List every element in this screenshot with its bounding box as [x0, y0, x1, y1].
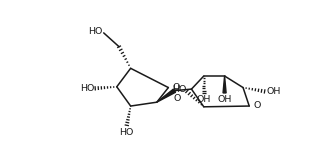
Text: OH: OH — [197, 95, 211, 104]
Text: HO: HO — [172, 85, 186, 94]
Polygon shape — [223, 76, 226, 93]
Polygon shape — [157, 89, 176, 102]
Text: O: O — [174, 95, 181, 103]
Text: HO: HO — [119, 128, 134, 137]
Text: OH: OH — [217, 95, 232, 104]
Text: OH: OH — [266, 87, 280, 96]
Text: O: O — [172, 83, 180, 92]
Text: O: O — [253, 101, 261, 110]
Text: HO: HO — [88, 27, 102, 36]
Text: HO: HO — [80, 84, 95, 93]
